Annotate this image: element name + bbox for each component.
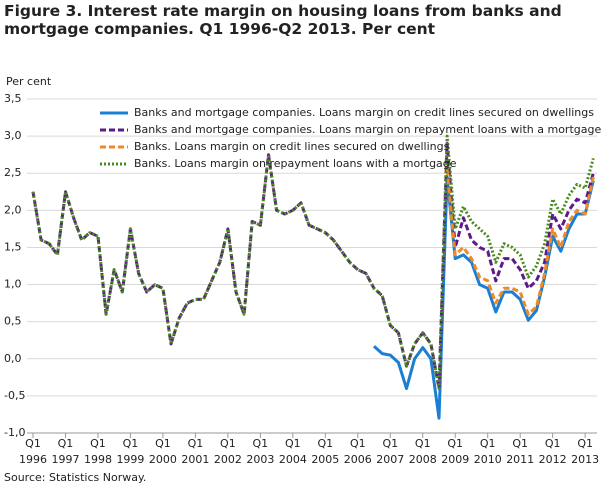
series-line [445, 169, 595, 316]
y-tick-label: 0,0 [4, 352, 22, 365]
x-tick-label: Q1 [512, 437, 528, 450]
x-tick-label: 2004 [279, 453, 307, 466]
x-tick-label: Q1 [90, 437, 106, 450]
y-tick-label: 3,5 [4, 92, 22, 105]
x-tick-label: Q1 [577, 437, 593, 450]
x-tick-label: 2006 [344, 453, 372, 466]
x-tick-label: 1997 [51, 453, 79, 466]
x-tick-label: Q1 [285, 437, 301, 450]
y-tick-label: 3,0 [4, 129, 22, 142]
x-tick-label: Q1 [415, 437, 431, 450]
x-tick-label: 1996 [19, 453, 47, 466]
x-tick-label: 2003 [246, 453, 274, 466]
legend-label: Banks. Loans margin on repayment loans w… [134, 157, 457, 170]
x-tick-label: Q1 [480, 437, 496, 450]
legend-label: Banks and mortgage companies. Loans marg… [134, 106, 594, 119]
legend-label: Banks. Loans margin on credit lines secu… [134, 140, 450, 153]
series-line [372, 175, 595, 420]
x-tick-label: 2012 [539, 453, 567, 466]
x-tick-label: 2005 [311, 453, 339, 466]
x-tick-label: Q1 [58, 437, 74, 450]
x-tick-label: 2009 [441, 453, 469, 466]
x-tick-label: Q1 [155, 437, 171, 450]
x-tick-label: Q1 [545, 437, 561, 450]
x-tick-label: Q1 [25, 437, 41, 450]
y-tick-label: 2,0 [4, 203, 22, 216]
x-tick-label: 2011 [506, 453, 534, 466]
legend-label: Banks and mortgage companies. Loans marg… [134, 123, 601, 136]
y-tick-label: -0,5 [4, 389, 25, 402]
x-tick-label: Q1 [123, 437, 139, 450]
x-tick-label: 2013 [571, 453, 599, 466]
y-tick-label: 0,5 [4, 315, 22, 328]
x-tick-label: Q1 [220, 437, 236, 450]
x-tick-label: 2010 [474, 453, 502, 466]
y-tick-label: 1,5 [4, 240, 22, 253]
x-tick-label: 2007 [376, 453, 404, 466]
x-tick-label: 2001 [181, 453, 209, 466]
series-line [31, 134, 595, 390]
y-tick-label: 2,5 [4, 166, 22, 179]
y-tick-label: -1,0 [4, 426, 25, 439]
y-axis-label: Per cent [6, 75, 52, 88]
x-tick-label: Q1 [350, 437, 366, 450]
x-tick-label: Q1 [317, 437, 333, 450]
x-tick-label: Q1 [447, 437, 463, 450]
x-tick-label: 2002 [214, 453, 242, 466]
x-tick-label: 2008 [409, 453, 437, 466]
x-tick-label: Q1 [188, 437, 204, 450]
series-line [31, 142, 595, 390]
x-tick-label: Q1 [382, 437, 398, 450]
chart-title: Figure 3. Interest rate margin on housin… [4, 2, 562, 38]
y-tick-label: 1,0 [4, 278, 22, 291]
x-tick-label: 2000 [149, 453, 177, 466]
x-tick-label: 1999 [116, 453, 144, 466]
source: Source: Statistics Norway. [4, 471, 146, 484]
x-tick-label: Q1 [253, 437, 269, 450]
x-tick-label: 1998 [84, 453, 112, 466]
